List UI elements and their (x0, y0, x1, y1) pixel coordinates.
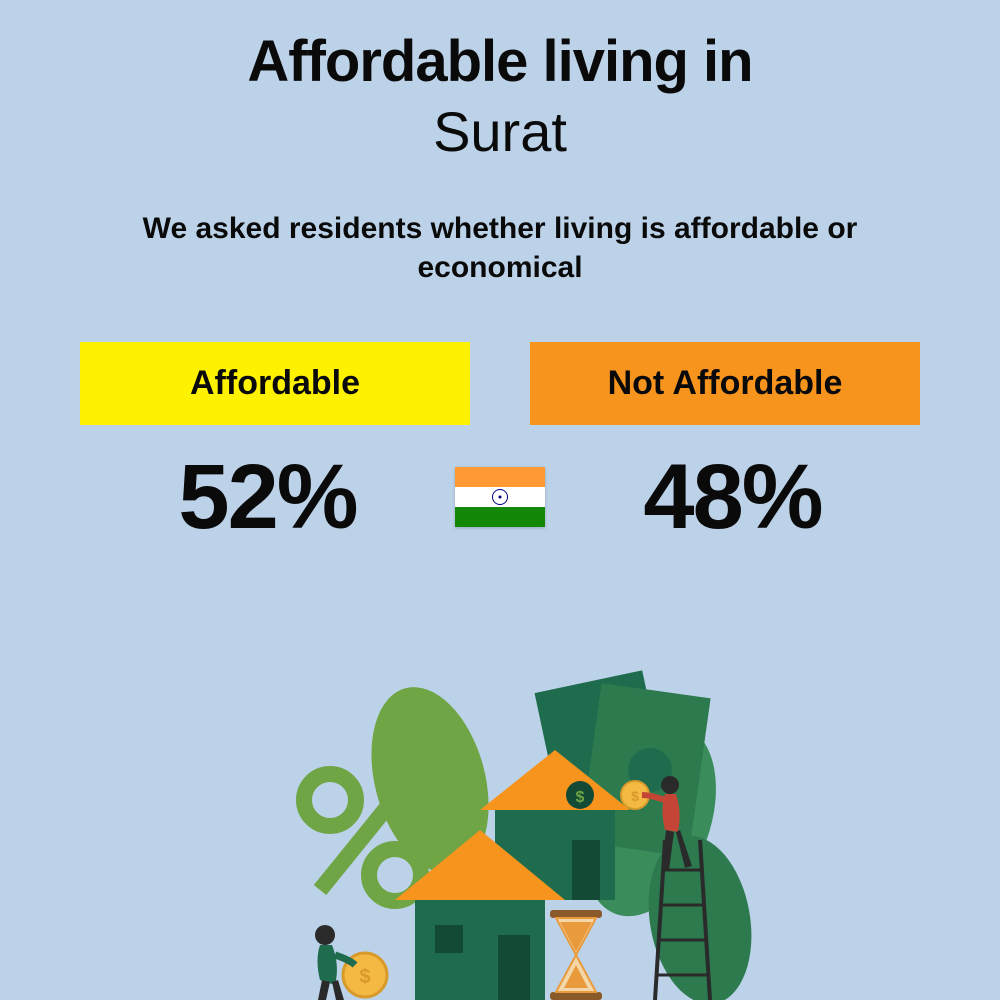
svg-text:$: $ (631, 788, 639, 804)
flag-white-stripe (455, 487, 545, 507)
ashoka-chakra-icon (492, 489, 508, 505)
svg-text:$: $ (576, 789, 585, 806)
labels-row: Affordable Not Affordable (80, 342, 920, 425)
title-line1: Affordable living in (80, 30, 920, 94)
housing-illustration: $ $ $ (220, 640, 780, 1000)
title-city: Surat (80, 99, 920, 164)
affordable-percentage: 52% (80, 445, 455, 550)
affordable-label: Affordable (80, 342, 470, 425)
not-affordable-percentage: 48% (545, 445, 920, 550)
flag-saffron-stripe (455, 467, 545, 487)
flag-green-stripe (455, 507, 545, 527)
svg-text:$: $ (359, 966, 370, 988)
percentages-row: 52% 48% (80, 445, 920, 550)
not-affordable-label: Not Affordable (530, 342, 920, 425)
india-flag-icon (455, 467, 545, 527)
hourglass-icon (550, 910, 602, 1000)
person-left-icon: $ (315, 925, 387, 1000)
subtitle: We asked residents whether living is aff… (80, 209, 920, 287)
